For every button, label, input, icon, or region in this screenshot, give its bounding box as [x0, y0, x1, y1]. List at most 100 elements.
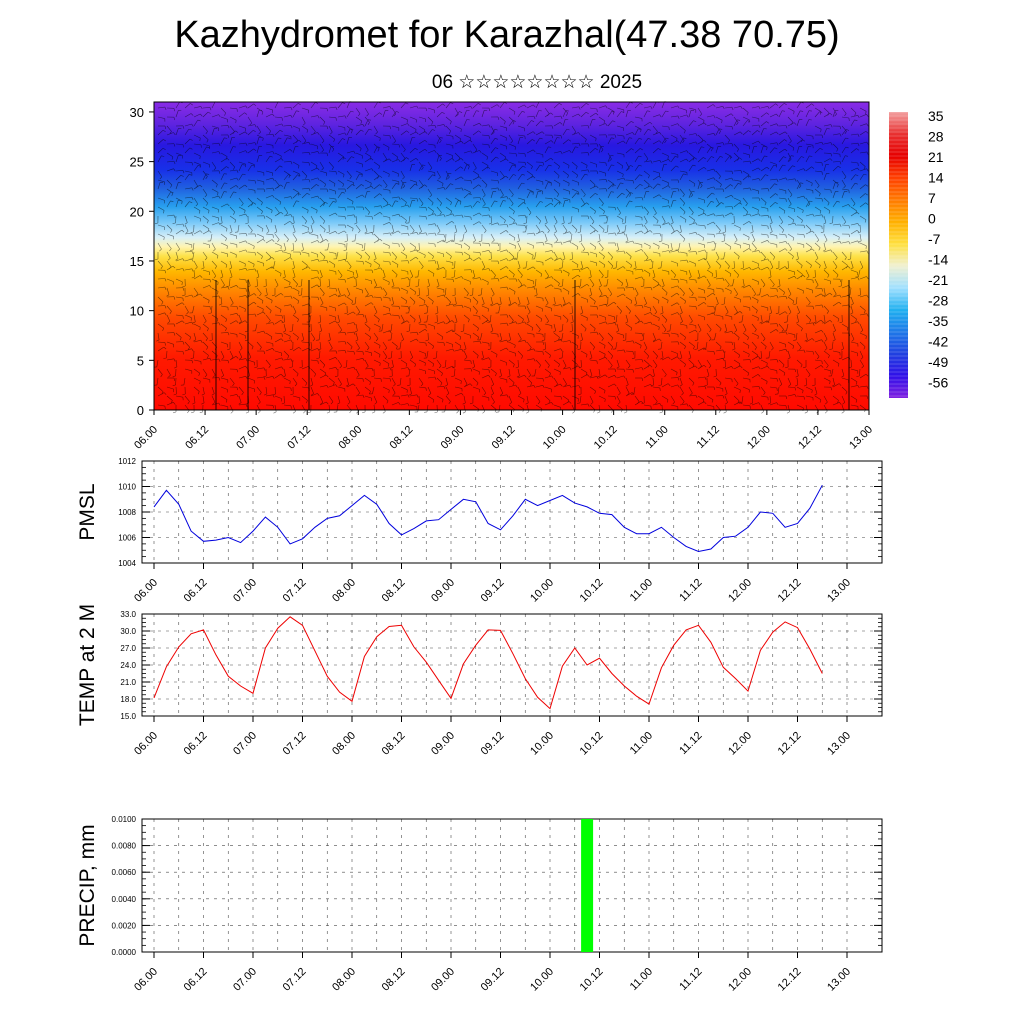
temp-xtick-label: 08.00 [330, 730, 358, 758]
cs-xtick-label: 10.12 [592, 424, 620, 452]
colorbar-label: -49 [928, 354, 948, 370]
cs-xtick-label: 12.00 [745, 424, 773, 452]
cs-xtick-label: 09.00 [439, 424, 467, 452]
pmsl-xtick-label: 06.12 [182, 577, 210, 605]
temp-xtick-label: 12.12 [776, 730, 804, 758]
pmsl-xtick-label: 12.12 [776, 577, 804, 605]
pmsl-xtick-label: 11.12 [677, 577, 704, 604]
temp-xtick-label: 07.12 [281, 730, 309, 758]
temp-ytick-label: 27.0 [120, 644, 136, 653]
cs-xtick-label: 12.12 [796, 424, 824, 452]
page-subtitle: 06 ☆☆☆☆☆☆☆☆ 2025 [431, 72, 643, 93]
temp-xtick-label: 11.12 [677, 730, 704, 757]
precip-ytick-label: 0.0040 [112, 895, 137, 904]
pmsl-ytick-label: 1010 [118, 483, 136, 492]
colorbar-label: 0 [928, 211, 936, 227]
cs-ytick-label: 0 [137, 403, 144, 418]
wind-barbs [153, 101, 869, 414]
cs-ytick-label: 20 [130, 204, 144, 219]
precip-xtick-label: 12.00 [726, 966, 754, 994]
precip-ytick-label: 0.0000 [112, 948, 137, 957]
page-title: Kazhydromet for Karazhal(47.38 70.75) [174, 14, 840, 56]
precip-xtick-label: 07.00 [231, 966, 259, 994]
colorbar-label: -42 [928, 334, 948, 350]
precip-xtick-label: 09.00 [429, 966, 457, 994]
cs-xtick-label: 13.00 [847, 424, 875, 452]
colorbar-label: -14 [928, 252, 948, 268]
pmsl-xtick-label: 07.12 [281, 577, 309, 605]
temp-ytick-label: 30.0 [120, 627, 136, 636]
precip-minor-ticks [142, 825, 882, 953]
pmsl-xtick-label: 13.00 [825, 577, 853, 605]
precip-xtick-label: 11.00 [628, 966, 655, 993]
pmsl-grid [142, 460, 882, 564]
precip-xtick-label: 12.12 [776, 966, 804, 994]
pmsl-xtick-label: 10.00 [528, 577, 556, 605]
colorbar-label: -7 [928, 231, 941, 247]
precip-xtick-label: 06.12 [182, 966, 210, 994]
temp-xtick-label: 09.00 [429, 730, 457, 758]
cs-xtick-label: 06.00 [132, 424, 160, 452]
pmsl-xtick-label: 12.00 [726, 577, 754, 605]
temp-xtick-label: 08.12 [380, 730, 408, 758]
colorbar-label: 21 [928, 149, 944, 165]
temp-xtick-label: 06.12 [182, 730, 210, 758]
precip-ytick-label: 0.0100 [112, 815, 137, 824]
precip-xtick-label: 08.00 [330, 966, 358, 994]
colorbar-label: -35 [928, 313, 948, 329]
colorbar [889, 112, 908, 398]
colorbar-label: -56 [928, 375, 948, 391]
pmsl-ytick-label: 1004 [118, 559, 136, 568]
precip-xtick-label: 13.00 [825, 966, 853, 994]
temperature-field [154, 102, 869, 410]
temp-xtick-label: 12.00 [726, 730, 754, 758]
cs-xtick-label: 07.00 [234, 424, 262, 452]
precip-ylabel: PRECIP, mm [76, 824, 99, 946]
temp-xtick-label: 11.00 [628, 730, 655, 757]
pmsl-xtick-label: 08.00 [330, 577, 358, 605]
pmsl-xtick-label: 09.12 [479, 577, 507, 605]
precip-xtick-label: 08.12 [380, 966, 408, 994]
temp-ytick-label: 33.0 [120, 610, 136, 619]
cs-xtick-label: 11.00 [643, 424, 670, 451]
colorbar-label: -21 [928, 272, 948, 288]
cs-xtick-label: 08.00 [336, 424, 364, 452]
temp-ytick-label: 18.0 [120, 695, 136, 704]
pmsl-xtick-label: 07.00 [231, 577, 259, 605]
pmsl-xtick-label: 09.00 [429, 577, 457, 605]
temp-ytick-label: 24.0 [120, 661, 136, 670]
precip-xtick-label: 07.12 [281, 966, 309, 994]
temp-xtick-label: 09.12 [479, 730, 507, 758]
cs-xtick-label: 10.00 [541, 424, 569, 452]
temp-xtick-label: 13.00 [825, 730, 853, 758]
temp-ytick-label: 15.0 [120, 712, 136, 721]
colorbar-bands [889, 111, 908, 397]
cs-xtick-label: 07.12 [285, 424, 313, 452]
pmsl-ylabel: PMSL [76, 483, 99, 540]
temp-grid [142, 613, 882, 717]
pmsl-xtick-label: 11.00 [628, 577, 655, 604]
pmsl-ytick-label: 1008 [118, 508, 136, 517]
pmsl-xtick-label: 06.00 [132, 577, 160, 605]
precip-ytick-label: 0.0020 [112, 921, 137, 930]
temp-xtick-label: 07.00 [231, 730, 259, 758]
temp-xtick-label: 10.12 [578, 730, 606, 758]
cs-ytick-label: 25 [130, 155, 144, 170]
pmsl-ytick-label: 1012 [118, 457, 136, 466]
vertical-streaks [215, 280, 850, 410]
temp-minor-ticks [142, 617, 882, 717]
temp-ytick-label: 21.0 [120, 678, 136, 687]
cs-ytick-label: 30 [130, 105, 144, 120]
temp-xtick-label: 06.00 [132, 730, 160, 758]
colorbar-label: 35 [928, 108, 944, 124]
temp-series-line [153, 616, 823, 710]
colorbar-label: 14 [928, 170, 944, 186]
cs-xtick-label: 11.12 [695, 424, 722, 451]
precip-ytick-label: 0.0060 [112, 868, 137, 877]
cs-xtick-label: 06.12 [183, 424, 211, 452]
precip-xtick-label: 10.12 [578, 966, 606, 994]
pmsl-xtick-label: 10.12 [578, 577, 606, 605]
cs-xtick-label: 09.12 [490, 424, 518, 452]
